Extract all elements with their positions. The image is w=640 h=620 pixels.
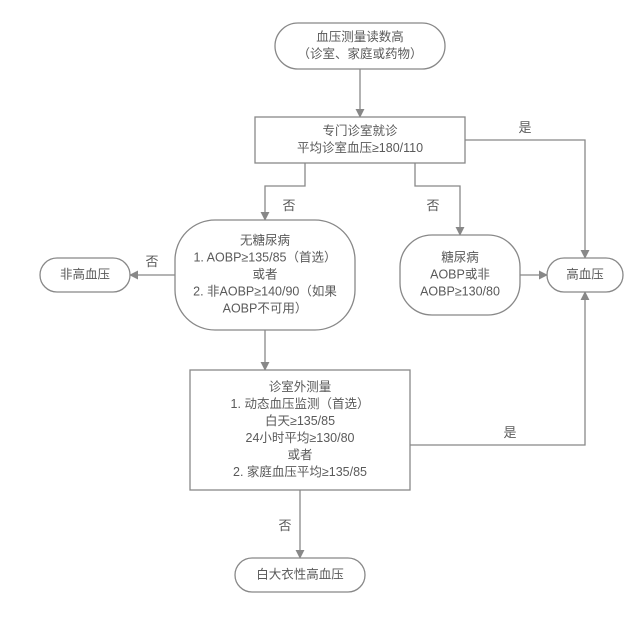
node-text: 糖尿病 bbox=[441, 249, 479, 264]
node-text: 非高血压 bbox=[60, 266, 110, 281]
node-text: AOBP≥130/80 bbox=[420, 284, 500, 298]
node-text: AOBP或非 bbox=[430, 267, 490, 281]
node-start: 血压测量读数高 （诊室、家庭或药物） bbox=[275, 23, 445, 69]
node-text: 1. 动态血压监测（首选） bbox=[231, 397, 370, 411]
flowchart: 是否否否是否血压测量读数高（诊室、家庭或药物）专门诊室就诊平均诊室血压≥180/… bbox=[0, 0, 640, 620]
node-dm: 糖尿病 AOBP或非 AOBP≥130/80 bbox=[400, 235, 520, 315]
edge-label: 否 bbox=[278, 518, 291, 533]
node-text: 无糖尿病 bbox=[240, 232, 290, 247]
node-out_office: 诊室外测量 1. 动态血压监测（首选） 白天≥135/85 24小时平均≥130/80… bbox=[190, 370, 410, 490]
edge-label: 否 bbox=[426, 198, 439, 213]
node-text: 白大衣性高血压 bbox=[256, 566, 344, 581]
node-not_htn: 非高血压 bbox=[40, 258, 130, 292]
node-text: 血压测量读数高 bbox=[316, 29, 404, 44]
node-text: 2. 非AOBP≥140/90（如果 bbox=[193, 283, 337, 298]
edge-label: 否 bbox=[282, 198, 295, 213]
node-text: 或者 bbox=[252, 267, 277, 281]
node-text: 或者 bbox=[287, 448, 312, 462]
edge-label: 是 bbox=[503, 425, 516, 440]
node-text: 白天≥135/85 bbox=[265, 413, 335, 428]
edge-label: 否 bbox=[145, 254, 158, 269]
node-text: AOBP不可用） bbox=[223, 301, 308, 315]
edge-label: 是 bbox=[518, 120, 531, 135]
node-whitecoat: 白大衣性高血压 bbox=[235, 558, 365, 592]
node-text: （诊室、家庭或药物） bbox=[297, 46, 422, 61]
node-text: 24小时平均≥130/80 bbox=[246, 431, 355, 445]
node-text: 2. 家庭血压平均≥135/85 bbox=[233, 464, 367, 479]
node-text: 诊室外测量 bbox=[269, 379, 332, 394]
node-text: 1. AOBP≥135/85（首选） bbox=[193, 250, 336, 264]
node-text: 平均诊室血压≥180/110 bbox=[297, 140, 423, 155]
node-text: 专门诊室就诊 bbox=[322, 123, 398, 138]
node-htn: 高血压 bbox=[547, 258, 623, 292]
node-no_dm: 无糖尿病 1. AOBP≥135/85（首选） 或者 2. 非AOBP≥140/90（… bbox=[175, 220, 355, 330]
node-text: 高血压 bbox=[566, 266, 604, 281]
node-clinic: 专门诊室就诊平均诊室血压≥180/110 bbox=[255, 117, 465, 163]
